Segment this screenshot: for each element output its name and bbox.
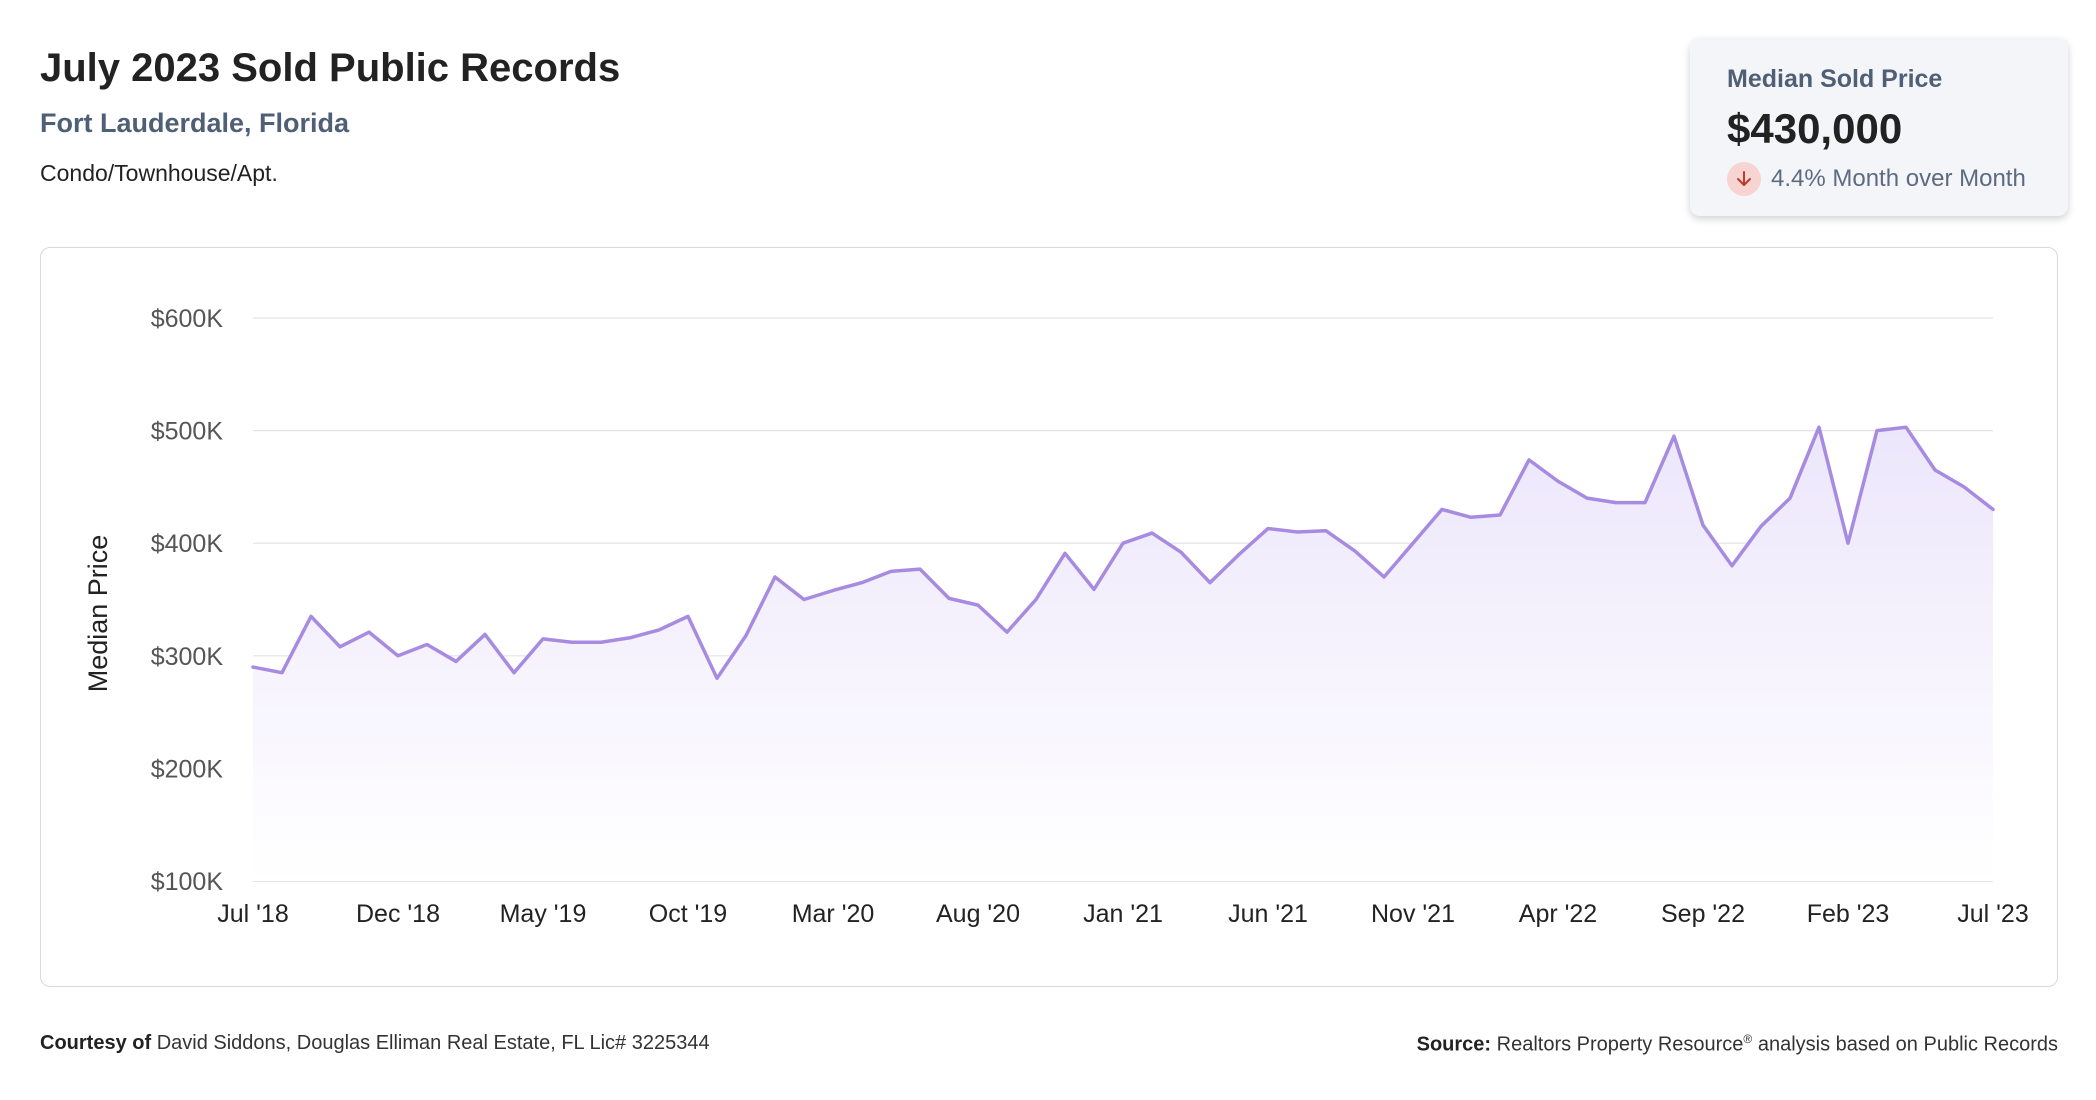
kpi-value: $430,000 xyxy=(1727,105,1903,152)
x-tick-label: Nov '21 xyxy=(1371,900,1455,928)
x-tick-label: Jan '21 xyxy=(1083,900,1163,928)
property-type-label: Condo/Townhouse/Apt. xyxy=(40,160,278,186)
x-tick-label: Jun '21 xyxy=(1228,900,1308,928)
registered-mark: ® xyxy=(1743,1032,1753,1046)
median-sold-price-card: Median Sold Price $430,000 4.4% Month ov… xyxy=(1690,38,2068,216)
courtesy-label: Courtesy of xyxy=(40,1032,152,1054)
arrow-down-icon xyxy=(1727,162,1761,196)
y-axis-ticks: $100K $200K $300K $400K $500K $600K xyxy=(151,305,224,896)
x-tick-label: Feb '23 xyxy=(1807,900,1890,928)
location-subtitle: Fort Lauderdale, Florida xyxy=(40,108,350,138)
y-tick-label: $500K xyxy=(151,418,224,446)
source-label: Source: xyxy=(1416,1033,1492,1056)
x-tick-label: Sep '22 xyxy=(1661,900,1745,928)
page-title: July 2023 Sold Public Records xyxy=(40,46,621,90)
y-axis-label: Median Price xyxy=(83,535,113,693)
x-tick-label: Jul '18 xyxy=(217,900,288,928)
median-price-chart: $100K $200K $300K $400K $500K $600K Jul '18 De… xyxy=(83,305,2029,928)
median-price-line xyxy=(251,425,1995,681)
median-price-area xyxy=(253,427,1993,881)
y-tick-label: $100K xyxy=(151,868,224,896)
x-tick-label: Aug '20 xyxy=(936,900,1020,928)
x-axis-ticks: Jul '18 Dec '18 May '19 Oct '19 Mar '20 Aug '… xyxy=(217,900,2028,928)
x-tick-label: Apr '22 xyxy=(1519,900,1597,928)
courtesy-footer: Courtesy of David Siddons, Douglas Ellim… xyxy=(40,1032,710,1055)
x-tick-label: Jul '23 xyxy=(1957,900,2028,928)
courtesy-text: David Siddons, Douglas Elliman Real Esta… xyxy=(156,1032,710,1054)
y-tick-label: $400K xyxy=(151,530,224,558)
x-tick-label: Oct '19 xyxy=(649,900,727,928)
y-tick-label: $300K xyxy=(151,643,224,671)
kpi-change-text: 4.4% Month over Month xyxy=(1771,165,2026,192)
source-text: Realtors Property Resource xyxy=(1496,1033,1744,1056)
source-text-rest: analysis based on Public Records xyxy=(1752,1033,2058,1056)
kpi-change: 4.4% Month over Month xyxy=(1727,162,2026,196)
y-tick-label: $200K xyxy=(151,755,224,783)
source-footer: Source: Realtors Property Resource® anal… xyxy=(1417,1032,2058,1057)
kpi-label: Median Sold Price xyxy=(1727,65,1943,93)
x-tick-label: Mar '20 xyxy=(792,900,875,928)
y-tick-label: $600K xyxy=(151,305,224,333)
x-tick-label: Dec '18 xyxy=(356,900,440,928)
chart-card: $100K $200K $300K $400K $500K $600K Jul '18 De… xyxy=(40,247,2058,987)
x-tick-label: May '19 xyxy=(500,900,587,928)
